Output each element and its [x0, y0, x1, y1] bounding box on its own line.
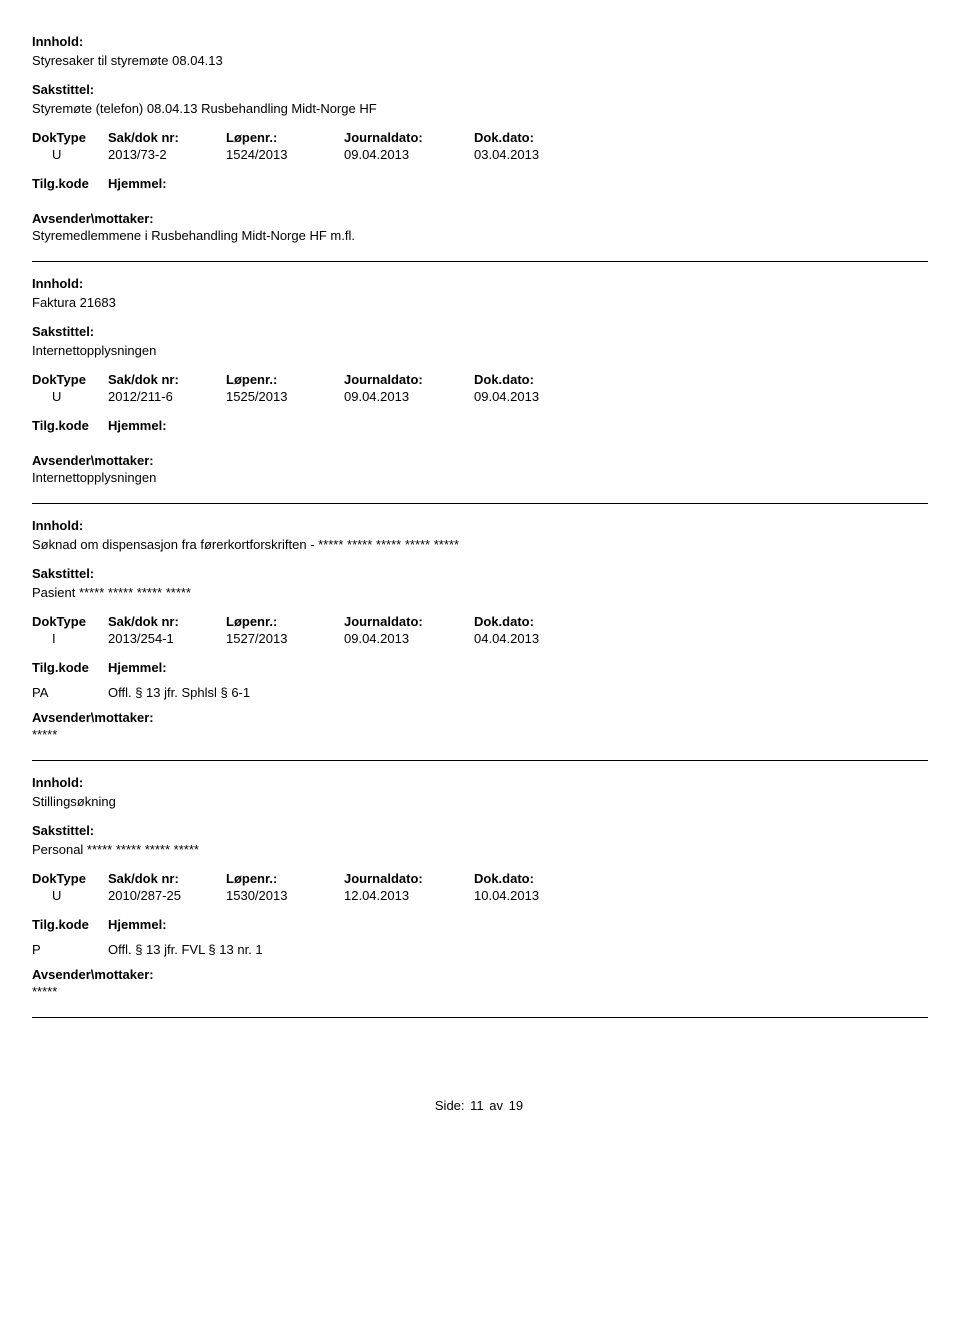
- av-label: av: [489, 1098, 503, 1113]
- innhold-value: Styresaker til styremøte 08.04.13: [32, 53, 928, 68]
- col-lopenr: Løpenr.:: [226, 871, 344, 886]
- tilgkode-value: PA: [32, 685, 108, 700]
- column-headers: DokType Sak/dok nr: Løpenr.: Journaldato…: [32, 372, 928, 387]
- sakdoknr-value: 2010/287-25: [108, 888, 226, 903]
- hjemmel-label: Hjemmel:: [108, 660, 167, 675]
- col-journaldato: Journaldato:: [344, 130, 474, 145]
- hjemmel-value: Offl. § 13 jfr. FVL § 13 nr. 1: [108, 942, 263, 957]
- col-sakdoknr: Sak/dok nr:: [108, 614, 226, 629]
- dokdato-value: 03.04.2013: [474, 147, 604, 162]
- journaldato-value: 09.04.2013: [344, 147, 474, 162]
- col-lopenr: Løpenr.:: [226, 614, 344, 629]
- avsender-label: Avsender\mottaker:: [32, 453, 928, 468]
- journal-entry: Innhold: Faktura 21683 Sakstittel: Inter…: [32, 276, 928, 504]
- sakstittel-label: Sakstittel:: [32, 82, 928, 97]
- entry-row: I 2013/254-1 1527/2013 09.04.2013 04.04.…: [32, 631, 928, 646]
- sakdoknr-value: 2013/254-1: [108, 631, 226, 646]
- sakstittel-label: Sakstittel:: [32, 324, 928, 339]
- journaldato-value: 12.04.2013: [344, 888, 474, 903]
- hjemmel-label: Hjemmel:: [108, 418, 167, 433]
- journal-entry: Innhold: Styresaker til styremøte 08.04.…: [32, 34, 928, 262]
- side-label: Side:: [435, 1098, 465, 1113]
- doktype-value: U: [52, 389, 108, 404]
- innhold-value: Søknad om dispensasjon fra førerkortfors…: [32, 537, 928, 552]
- journaldato-value: 09.04.2013: [344, 389, 474, 404]
- col-journaldato: Journaldato:: [344, 614, 474, 629]
- doktype-value: I: [52, 631, 108, 646]
- journal-entry: Innhold: Stillingsøkning Sakstittel: Per…: [32, 775, 928, 1018]
- avsender-value: *****: [32, 984, 928, 999]
- col-journaldato: Journaldato:: [344, 372, 474, 387]
- col-lopenr: Løpenr.:: [226, 372, 344, 387]
- innhold-label: Innhold:: [32, 775, 928, 790]
- journaldato-value: 09.04.2013: [344, 631, 474, 646]
- innhold-value: Faktura 21683: [32, 295, 928, 310]
- tilgkode-label: Tilg.kode: [32, 917, 108, 932]
- col-dokdato: Dok.dato:: [474, 614, 604, 629]
- col-sakdoknr: Sak/dok nr:: [108, 372, 226, 387]
- doktype-value: U: [52, 147, 108, 162]
- page-current: 11: [470, 1098, 484, 1113]
- tilgkode-hjemmel-row: PA Offl. § 13 jfr. Sphlsl § 6-1: [32, 685, 928, 700]
- col-doktype: DokType: [32, 871, 108, 886]
- avsender-label: Avsender\mottaker:: [32, 967, 928, 982]
- sakstittel-value: Styremøte (telefon) 08.04.13 Rusbehandli…: [32, 101, 928, 116]
- page-total: 19: [509, 1098, 523, 1113]
- lopenr-value: 1530/2013: [226, 888, 344, 903]
- entry-row: U 2013/73-2 1524/2013 09.04.2013 03.04.2…: [32, 147, 928, 162]
- sakstittel-value: Internettopplysningen: [32, 343, 928, 358]
- sakstittel-value: Personal ***** ***** ***** *****: [32, 842, 928, 857]
- col-doktype: DokType: [32, 372, 108, 387]
- doktype-value: U: [52, 888, 108, 903]
- hjemmel-label: Hjemmel:: [108, 917, 167, 932]
- sakstittel-label: Sakstittel:: [32, 823, 928, 838]
- column-headers: DokType Sak/dok nr: Løpenr.: Journaldato…: [32, 614, 928, 629]
- avsender-value: Styremedlemmene i Rusbehandling Midt-Nor…: [32, 228, 928, 243]
- tilgkode-hjemmel-header: Tilg.kode Hjemmel:: [32, 418, 928, 433]
- innhold-label: Innhold:: [32, 518, 928, 533]
- tilgkode-label: Tilg.kode: [32, 176, 108, 191]
- hjemmel-label: Hjemmel:: [108, 176, 167, 191]
- col-journaldato: Journaldato:: [344, 871, 474, 886]
- tilgkode-hjemmel-header: Tilg.kode Hjemmel:: [32, 176, 928, 191]
- tilgkode-value: P: [32, 942, 108, 957]
- col-lopenr: Løpenr.:: [226, 130, 344, 145]
- col-dokdato: Dok.dato:: [474, 130, 604, 145]
- innhold-value: Stillingsøkning: [32, 794, 928, 809]
- sakstittel-value: Pasient ***** ***** ***** *****: [32, 585, 928, 600]
- dokdato-value: 10.04.2013: [474, 888, 604, 903]
- column-headers: DokType Sak/dok nr: Løpenr.: Journaldato…: [32, 871, 928, 886]
- col-doktype: DokType: [32, 614, 108, 629]
- dokdato-value: 04.04.2013: [474, 631, 604, 646]
- lopenr-value: 1527/2013: [226, 631, 344, 646]
- col-sakdoknr: Sak/dok nr:: [108, 130, 226, 145]
- dokdato-value: 09.04.2013: [474, 389, 604, 404]
- tilgkode-hjemmel-header: Tilg.kode Hjemmel:: [32, 917, 928, 932]
- sakdoknr-value: 2013/73-2: [108, 147, 226, 162]
- innhold-label: Innhold:: [32, 34, 928, 49]
- journal-entry: Innhold: Søknad om dispensasjon fra føre…: [32, 518, 928, 761]
- col-doktype: DokType: [32, 130, 108, 145]
- tilgkode-hjemmel-header: Tilg.kode Hjemmel:: [32, 660, 928, 675]
- column-headers: DokType Sak/dok nr: Løpenr.: Journaldato…: [32, 130, 928, 145]
- sakstittel-label: Sakstittel:: [32, 566, 928, 581]
- entry-row: U 2010/287-25 1530/2013 12.04.2013 10.04…: [32, 888, 928, 903]
- avsender-value: Internettopplysningen: [32, 470, 928, 485]
- col-dokdato: Dok.dato:: [474, 372, 604, 387]
- avsender-label: Avsender\mottaker:: [32, 211, 928, 226]
- col-sakdoknr: Sak/dok nr:: [108, 871, 226, 886]
- lopenr-value: 1524/2013: [226, 147, 344, 162]
- tilgkode-label: Tilg.kode: [32, 660, 108, 675]
- avsender-value: *****: [32, 727, 928, 742]
- avsender-label: Avsender\mottaker:: [32, 710, 928, 725]
- lopenr-value: 1525/2013: [226, 389, 344, 404]
- sakdoknr-value: 2012/211-6: [108, 389, 226, 404]
- tilgkode-label: Tilg.kode: [32, 418, 108, 433]
- tilgkode-hjemmel-row: P Offl. § 13 jfr. FVL § 13 nr. 1: [32, 942, 928, 957]
- hjemmel-value: Offl. § 13 jfr. Sphlsl § 6-1: [108, 685, 250, 700]
- col-dokdato: Dok.dato:: [474, 871, 604, 886]
- page-footer: Side: 11 av 19: [32, 1098, 928, 1113]
- innhold-label: Innhold:: [32, 276, 928, 291]
- entry-row: U 2012/211-6 1525/2013 09.04.2013 09.04.…: [32, 389, 928, 404]
